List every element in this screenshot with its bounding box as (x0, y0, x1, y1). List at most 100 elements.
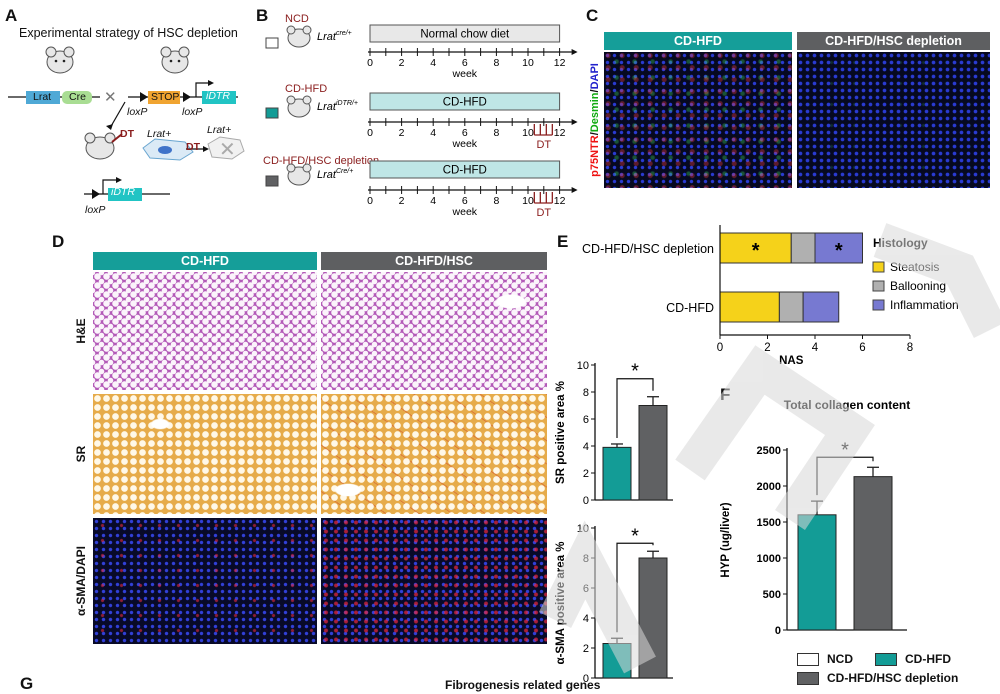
chart-title: Total collagen content (784, 398, 910, 412)
panel-c-image-cdhfd (604, 52, 792, 188)
group-color-swatch (265, 37, 279, 49)
axis-tick-label: 8 (493, 57, 499, 69)
axis-label: week (452, 138, 478, 150)
legend-swatch (797, 671, 819, 685)
axis-arrow (571, 119, 578, 125)
axis-label: week (452, 206, 478, 218)
bar (602, 446, 632, 501)
y-tick-label: 8 (583, 387, 589, 399)
axis-tick-label: 12 (554, 195, 566, 207)
axis-tick-label: 2 (399, 57, 405, 69)
cre-box (62, 91, 92, 104)
loxp-label: loxP (127, 106, 148, 118)
panel-g-label: G (20, 674, 34, 693)
legend-swatch (872, 299, 885, 311)
axis-tick-label: 12 (554, 127, 566, 139)
nas-x-tick-label: 4 (812, 342, 819, 354)
sr-chart: 0 2 4 6 8 10 SR positive area % * (555, 360, 673, 507)
bottom-legend: NCD CD-HFD CD-HFD/HSC depletion (797, 652, 997, 688)
panel-c-header-cdhfd: CD-HFD (604, 32, 792, 50)
y-tick-label: 2000 (757, 481, 781, 493)
bar (638, 557, 668, 679)
y-axis-label: α-SMA positive area % (555, 542, 567, 665)
panel-g-title: Fibrogenesis related genes (445, 678, 601, 692)
axis-tick-label: 8 (493, 127, 499, 139)
panel-d-header-hsc: CD-HFD/HSC (321, 252, 547, 270)
y-tick-label: 1000 (757, 553, 781, 565)
mouse-ear (286, 95, 296, 105)
y-tick-label: 6 (583, 414, 589, 426)
panel-c-header-depletion: CD-HFD/HSC depletion (797, 32, 990, 50)
axis-label: week (452, 68, 478, 80)
axis-arrow (571, 187, 578, 193)
axis-tick-label: 8 (493, 195, 499, 207)
nas-x-tick-label: 6 (859, 342, 865, 354)
panel-d-asma-cdhfd (93, 518, 317, 644)
significance-marker: * (631, 525, 639, 547)
axis-tick-label: 6 (462, 127, 468, 139)
group-color-swatch (265, 107, 279, 119)
y-tick-label: 1500 (757, 517, 781, 529)
svg-text:✕: ✕ (219, 137, 236, 161)
legend-label: NCD (827, 652, 853, 666)
mouse-ear (302, 163, 312, 173)
loxp-label: loxP (182, 106, 203, 118)
stain-separator: / (589, 89, 601, 93)
axis-tick-label: 10 (522, 57, 534, 69)
row-label-sr: SR (70, 394, 92, 514)
panel-c-stain-label: p75NTR/Desmin/DAPI (587, 52, 603, 188)
panel-c-label: C (586, 6, 599, 25)
legend-label: Steatosis (890, 260, 939, 274)
y-tick-label: 6 (583, 583, 589, 595)
row-label-text: H&E (74, 318, 88, 344)
nas-x-tick-label: 0 (717, 342, 723, 354)
lrat-label: Lrat (33, 91, 52, 103)
nas-bar-segment (778, 291, 804, 323)
nas-category-label: CD-HFD (666, 301, 714, 315)
significance-marker: * (835, 240, 843, 262)
y-tick-label: 10 (577, 360, 589, 372)
panel-b-label: B (256, 6, 269, 25)
nas-x-tick-label: 2 (764, 342, 770, 354)
dt-label: DT (120, 128, 134, 140)
asma-chart: 0 2 4 6 8 10 α-SMA positive area % * (555, 523, 673, 685)
mouse-ear (302, 25, 312, 35)
panel-a-schematic: ✕ ✕ (8, 46, 245, 201)
genotype-label: LratCre/+ (317, 168, 353, 181)
mouse-icon (45, 46, 75, 74)
idtr-label: iDTR (111, 186, 135, 198)
bar (602, 643, 632, 679)
stop-label: STOP (151, 91, 180, 103)
legend-label: Inflammation (890, 298, 959, 312)
axis-tick-label: 2 (399, 195, 405, 207)
diet-bar (369, 92, 561, 111)
axis-arrow (571, 49, 578, 55)
panel-b-timeline: NCD Lratcre/+ Normal chow diet 0 2 4 6 8 10 12 wee… (263, 13, 578, 219)
dt-label: DT (536, 207, 551, 219)
panel-d-header-cdhfd: CD-HFD (93, 252, 317, 270)
bar (853, 476, 893, 631)
legend-item: CD-HFD (875, 652, 951, 666)
axis-tick-label: 0 (367, 195, 373, 207)
nas-bar-segment (790, 232, 816, 264)
axis-tick-label: 6 (462, 57, 468, 69)
y-tick-label: 0 (583, 673, 589, 685)
y-tick-label: 8 (583, 553, 589, 565)
legend-swatch (875, 652, 897, 666)
axis-tick-label: 0 (367, 57, 373, 69)
panel-d-asma-hsc (321, 518, 547, 644)
idtr-label: iDTR (206, 90, 230, 102)
axis-tick-label: 4 (430, 127, 436, 139)
mouse-ear (302, 95, 312, 105)
diet-bar-label: CD-HFD (443, 97, 487, 109)
mouse-icon (160, 46, 190, 74)
stain-separator: / (589, 132, 601, 136)
row-label-asma: α-SMA/DAPI (70, 518, 92, 644)
y-tick-label: 2 (583, 643, 589, 655)
legend-label: Ballooning (890, 279, 946, 293)
genotype-label: Lratcre/+ (317, 30, 352, 43)
diet-bar (369, 160, 561, 179)
diet-bar-label: Normal chow diet (420, 29, 510, 41)
y-tick-label: 0 (583, 495, 589, 507)
legend-title: Histology (873, 236, 928, 250)
